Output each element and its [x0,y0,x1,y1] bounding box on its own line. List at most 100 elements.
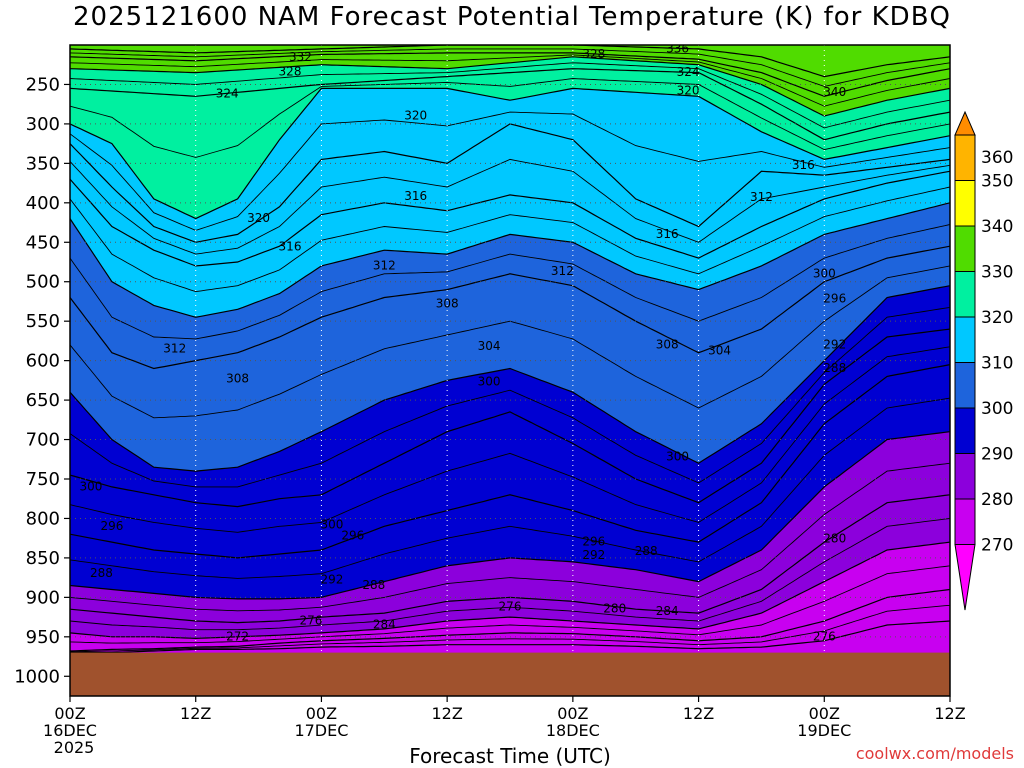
x-tick-label: 18DEC [546,721,600,740]
contour-label: 284 [373,617,396,631]
isentrope-line-minor [70,346,950,533]
isentrope-line [70,52,950,97]
colorbar-label: 340 [981,217,1013,237]
contour-label: 300 [666,449,689,463]
y-tick-label: 450 [26,232,60,253]
contour-label: 280 [603,602,626,616]
theta-band [70,45,950,97]
isentrope-line-minor [70,186,950,293]
y-tick-label: 350 [26,153,60,174]
isentrope-line-minor [70,158,950,255]
colorbar-segment [954,362,976,409]
x-tick-label: 12Z [431,704,462,723]
colorbar-label: 320 [981,308,1013,328]
contour-label: 300 [79,479,102,493]
contour-label: 288 [823,361,846,375]
colorbar-label: 360 [981,148,1013,168]
y-tick-label: 500 [26,272,60,293]
contour-label: 288 [362,578,385,592]
contour-label: 316 [656,227,679,241]
contour-label: 320 [247,211,270,225]
colorbar: 270 280 290 300 310 320 330 340 350 360 [954,110,1013,611]
isentrope-line-minor [70,54,950,107]
y-tick-label: 400 [26,193,60,214]
contour-label: 312 [551,264,574,278]
y-tick-label: 600 [26,351,60,372]
isentrope-line [70,170,950,267]
contour-label: 312 [373,258,396,272]
contour-label: 336 [666,41,689,55]
isentrope-line-minor [70,518,950,631]
theta-band [70,68,950,219]
colorbar-label: 310 [981,354,1013,374]
isentrope-line-minor [70,62,950,129]
x-tick-label: 00Z [557,704,588,723]
contour-label: 340 [823,85,846,99]
contour-label: 276 [499,599,522,613]
contour-label: 284 [656,604,679,618]
colorbar-label: 330 [981,263,1013,283]
chart-title: 2025121600 NAM Forecast Potential Temper… [72,2,951,32]
contour-label: 328 [279,64,302,78]
contour-label: 316 [792,158,815,172]
isentrope-line [70,364,950,559]
contour-label: 308 [226,371,249,385]
theta-band [70,171,950,318]
colorbar-label: 290 [981,445,1013,465]
contour-label: 300 [813,266,836,280]
x-tick-label: 12Z [934,704,965,723]
isentrope-lines [70,45,950,654]
y-tick-label: 1000 [14,666,60,687]
contour-label: 276 [299,614,322,628]
contour-label: 296 [341,528,364,542]
theta-band [70,589,950,653]
colorbar-label: 270 [981,536,1013,556]
colorbar-label: 280 [981,490,1013,510]
y-tick-label: 850 [26,548,60,569]
contour-label: 296 [582,535,605,549]
y-tick-label: 700 [26,430,60,451]
theta-band [70,431,950,623]
y-axis: 250 300 350 400 450 500 550 600 650 700 750 800 850 9… [14,74,70,687]
isentrope-line [70,56,950,117]
x-tick-label: 12Z [180,704,211,723]
contour-label: 328 [582,47,605,61]
colorbar-arrow-bottom [954,544,976,611]
theta-band [70,542,950,651]
theta-band [70,246,950,472]
contour-label: 300 [320,517,343,531]
colorbar-segment [954,407,976,454]
theta-band [70,329,950,558]
contour-label: 324 [216,86,239,100]
contour-label: 324 [677,65,700,79]
colorbar-arrow-top [954,110,976,136]
contour-label: 276 [813,629,836,643]
isentrope-line [70,328,950,508]
isentrope-line [70,68,950,141]
y-tick-label: 650 [26,390,60,411]
isentrope-line-minor [70,565,950,644]
contour-label: 292 [823,337,846,351]
contour-label: 288 [90,566,113,580]
theta-band [70,88,950,243]
contour-label: 312 [750,190,773,204]
y-tick-label: 950 [26,627,60,648]
theta-band [70,494,950,639]
isentrope-line-minor [70,111,950,231]
isentrope-line-minor [70,224,950,340]
theta-band [70,364,950,599]
x-tick-label: 00Z [54,704,85,723]
y-tick-label: 800 [26,508,60,529]
contour-label: 304 [708,344,731,358]
contour-label: 308 [656,337,679,351]
theta-bands [70,45,950,696]
y-tick-label: 750 [26,469,60,490]
credit-text: coolwx.com/models [855,744,1014,763]
x-tick-label: 16DEC [43,721,97,740]
x-tick-label: 12Z [683,704,714,723]
colorbar-segment [954,498,976,545]
contour-label: 292 [320,573,343,587]
y-tick-label: 900 [26,587,60,608]
contour-label: 296 [823,292,846,306]
